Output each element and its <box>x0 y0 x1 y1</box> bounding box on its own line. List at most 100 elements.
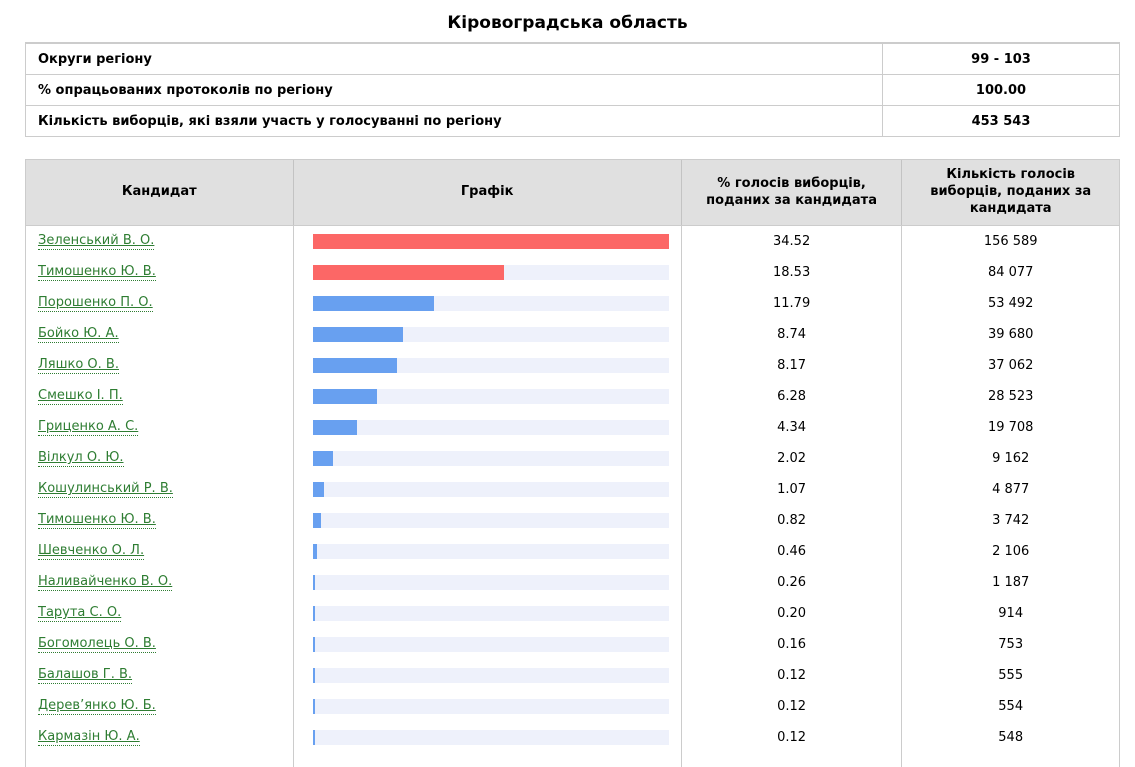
candidate-percent: 0.46 <box>682 536 903 567</box>
candidate-link[interactable]: Тимошенко Ю. В. <box>38 264 156 281</box>
candidate-link[interactable]: Гриценко А. С. <box>38 419 139 436</box>
candidate-row: Кармазін Ю. А. 0.12 548 <box>26 722 1119 753</box>
bar-fill <box>312 606 315 621</box>
page-title: Кіровоградська область <box>447 13 688 33</box>
candidate-link[interactable]: Наливайченко В. О. <box>38 574 173 591</box>
candidate-link[interactable]: Балашов Г. В. <box>38 667 133 684</box>
candidate-row: Шевченко О. Л. 0.46 2 106 <box>26 536 1119 567</box>
candidate-percent: 6.28 <box>682 381 903 412</box>
candidate-percent: 0.12 <box>682 722 903 753</box>
bar-fill <box>312 234 669 249</box>
header-votes: Кількість голосів виборців, поданих за к… <box>930 167 1092 216</box>
bar-track <box>312 668 669 683</box>
candidate-percent: 4.34 <box>682 412 903 443</box>
candidate-row: Бойко Ю. А. 8.74 39 680 <box>26 319 1119 350</box>
candidate-link[interactable]: Шевченко О. Л. <box>38 543 145 560</box>
candidate-row: Дерев’янко Ю. Б. 0.12 554 <box>26 691 1119 722</box>
candidate-row: Смешко І. П. 6.28 28 523 <box>26 381 1119 412</box>
candidate-percent: 0.82 <box>682 505 903 536</box>
candidate-row: Балашов Г. В. 0.12 555 <box>26 660 1119 691</box>
bar-fill <box>312 420 358 435</box>
candidate-percent: 2.02 <box>682 443 903 474</box>
candidate-votes: 156 589 <box>983 234 1038 249</box>
candidate-votes: 3 742 <box>992 513 1030 528</box>
candidate-votes: 28 523 <box>987 389 1034 404</box>
candidate-row: Порошенко П. О. 11.79 53 492 <box>26 288 1119 319</box>
candidate-percent: 11.79 <box>682 288 903 319</box>
bar-track <box>312 265 669 280</box>
content-area: Округи регіону 99 - 103 % опрацьованих п… <box>25 42 1120 767</box>
candidate-votes: 2 106 <box>992 544 1030 559</box>
candidate-link[interactable]: Смешко І. П. <box>38 388 123 405</box>
candidate-votes: 4 877 <box>992 482 1030 497</box>
candidate-link[interactable]: Бойко Ю. А. <box>38 326 119 343</box>
table-continuation <box>26 753 1119 767</box>
summary-value: 99 - 103 <box>882 44 1119 74</box>
candidate-link[interactable]: Вілкул О. Ю. <box>38 450 124 467</box>
candidate-link[interactable]: Кошулинський Р. В. <box>38 481 173 498</box>
bar-fill <box>312 544 318 559</box>
candidate-link[interactable]: Ляшко О. В. <box>38 357 119 374</box>
candidate-votes: 37 062 <box>987 358 1034 373</box>
bar-fill <box>312 730 315 745</box>
bar-track <box>312 389 669 404</box>
bar-track <box>312 637 669 652</box>
candidate-row: Наливайченко В. О. 0.26 1 187 <box>26 567 1119 598</box>
candidate-votes: 753 <box>998 637 1024 652</box>
candidate-link[interactable]: Порошенко П. О. <box>38 295 153 312</box>
bar-track <box>312 513 669 528</box>
bar-fill <box>312 699 315 714</box>
candidate-link[interactable]: Тарута С. О. <box>38 605 122 622</box>
candidate-link[interactable]: Дерев’янко Ю. Б. <box>38 698 156 715</box>
candidate-link[interactable]: Богомолець О. В. <box>38 636 156 653</box>
bar-fill <box>312 327 403 342</box>
candidate-votes: 914 <box>998 606 1024 621</box>
bar-fill <box>312 358 397 373</box>
results-rows: Зеленський В. О. 34.52 156 589 Тимошенко… <box>26 226 1119 753</box>
summary-value: 100.00 <box>882 75 1119 105</box>
bar-fill <box>312 513 321 528</box>
summary-row: % опрацьованих протоколів по регіону 100… <box>26 74 1119 105</box>
candidate-votes: 548 <box>998 730 1024 745</box>
region-summary-table: Округи регіону 99 - 103 % опрацьованих п… <box>25 42 1120 137</box>
summary-label: Округи регіону <box>38 51 152 67</box>
candidate-link[interactable]: Кармазін Ю. А. <box>38 729 140 746</box>
candidate-percent: 0.20 <box>682 598 903 629</box>
candidate-percent: 0.26 <box>682 567 903 598</box>
bar-fill <box>312 668 315 683</box>
bar-track <box>312 730 669 745</box>
candidate-row: Тимошенко Ю. В. 18.53 84 077 <box>26 257 1119 288</box>
candidate-votes: 1 187 <box>992 575 1030 590</box>
candidate-row: Зеленський В. О. 34.52 156 589 <box>26 226 1119 257</box>
bar-track <box>312 699 669 714</box>
candidate-votes: 84 077 <box>987 265 1034 280</box>
bar-track <box>312 420 669 435</box>
candidate-link[interactable]: Зеленський В. О. <box>38 233 155 250</box>
candidate-percent: 0.12 <box>682 691 903 722</box>
bar-track <box>312 234 669 249</box>
bar-track <box>312 544 669 559</box>
summary-label: Кількість виборців, які взяли участь у г… <box>38 113 502 129</box>
bar-track <box>312 327 669 342</box>
summary-label: % опрацьованих протоколів по регіону <box>38 82 333 98</box>
candidate-percent: 1.07 <box>682 474 903 505</box>
candidate-row: Богомолець О. В. 0.16 753 <box>26 629 1119 660</box>
summary-value: 453 543 <box>882 106 1119 136</box>
summary-row: Округи регіону 99 - 103 <box>26 43 1119 74</box>
bar-track <box>312 482 669 497</box>
candidate-percent: 0.16 <box>682 629 903 660</box>
candidate-row: Тимошенко Ю. В. 0.82 3 742 <box>26 505 1119 536</box>
candidate-row: Гриценко А. С. 4.34 19 708 <box>26 412 1119 443</box>
candidate-percent: 18.53 <box>682 257 903 288</box>
bar-fill <box>312 637 315 652</box>
candidate-row: Вілкул О. Ю. 2.02 9 162 <box>26 443 1119 474</box>
bar-track <box>312 575 669 590</box>
bar-track <box>312 451 669 466</box>
candidate-votes: 19 708 <box>987 420 1034 435</box>
bar-fill <box>312 296 435 311</box>
bar-fill <box>312 451 334 466</box>
candidate-link[interactable]: Тимошенко Ю. В. <box>38 512 156 529</box>
candidate-row: Кошулинський Р. В. 1.07 4 877 <box>26 474 1119 505</box>
candidate-percent: 8.74 <box>682 319 903 350</box>
bar-track <box>312 606 669 621</box>
